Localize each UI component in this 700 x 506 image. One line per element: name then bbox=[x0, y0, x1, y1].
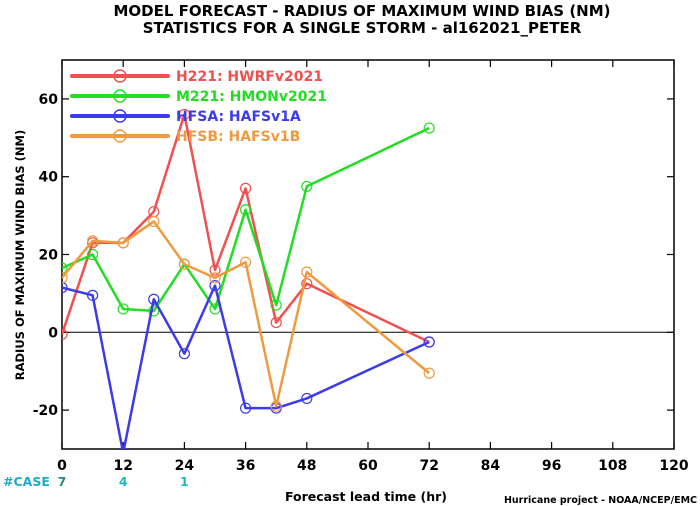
series-point bbox=[301, 266, 313, 278]
credit-text: Hurricane project - NOAA/NCEP/EMC bbox=[504, 495, 697, 506]
legend: H221: HWRFv2021 M221: HMONv2021 HFSA: HAFS… bbox=[70, 69, 327, 145]
series-line bbox=[62, 113, 430, 344]
case-label: #CASE bbox=[3, 474, 50, 489]
y-axis-label: RADIUS OF MAXIMUM WIND BIAS (NM) bbox=[13, 130, 27, 381]
series-point bbox=[148, 215, 160, 228]
legend-marker bbox=[113, 69, 127, 83]
x-tick-label: 84 bbox=[481, 458, 501, 474]
y-tick-label: 20 bbox=[39, 248, 59, 264]
chart-title-line2: STATISTICS FOR A SINGLE STORM - al162021… bbox=[143, 19, 582, 37]
series-point bbox=[178, 258, 190, 270]
series-point bbox=[240, 204, 252, 216]
series-point bbox=[270, 316, 282, 329]
series-point bbox=[301, 180, 313, 193]
chart-title-line1: MODEL FORECAST - RADIUS OF MAXIMUM WIND … bbox=[113, 2, 610, 20]
plot-frame bbox=[61, 59, 675, 450]
series-point bbox=[86, 289, 99, 301]
legend-label: H221: HWRFv2021 bbox=[176, 69, 323, 85]
case-count: 7 bbox=[58, 474, 67, 489]
series-point bbox=[240, 182, 252, 194]
series-point bbox=[119, 447, 128, 449]
y-tick-label: 60 bbox=[39, 92, 59, 108]
series-point bbox=[301, 278, 313, 290]
case-count: 4 bbox=[119, 474, 128, 489]
y-tick-label: -20 bbox=[33, 403, 59, 419]
series-point bbox=[62, 328, 68, 340]
y-tick-label: 40 bbox=[39, 170, 59, 186]
series-point bbox=[423, 336, 435, 348]
series-point bbox=[209, 272, 221, 284]
legend-label: HFSA: HAFSv1A bbox=[176, 109, 301, 125]
series-point bbox=[423, 122, 435, 134]
x-tick-label: 108 bbox=[598, 458, 627, 474]
x-axis-label: Forecast lead time (hr) bbox=[285, 489, 447, 504]
series-point bbox=[148, 305, 160, 317]
series-point bbox=[423, 367, 435, 379]
series-point bbox=[240, 402, 252, 414]
series-point bbox=[209, 264, 221, 276]
x-tick-label: 60 bbox=[358, 458, 378, 474]
series-point bbox=[240, 256, 252, 268]
series-point bbox=[86, 235, 99, 247]
series-point bbox=[62, 272, 68, 284]
x-tick-label: 72 bbox=[419, 458, 438, 474]
x-tick-label: 0 bbox=[57, 458, 67, 474]
x-tick-label: 36 bbox=[236, 458, 255, 474]
x-tick-label: 120 bbox=[659, 458, 688, 474]
series-point bbox=[117, 303, 129, 315]
series-point bbox=[209, 280, 221, 292]
legend-marker bbox=[113, 109, 127, 123]
series-point bbox=[117, 237, 129, 249]
plot-area: 0 12 24 36 48 60 72 84 96 108 120 -20 0 20 40 60 bbox=[33, 59, 689, 474]
x-tick-label: 96 bbox=[542, 458, 561, 474]
legend-marker bbox=[113, 89, 127, 103]
series-line bbox=[62, 126, 430, 313]
x-tick-label: 12 bbox=[113, 458, 132, 474]
y-tick-label: 0 bbox=[48, 325, 58, 341]
series-group bbox=[62, 108, 435, 449]
series-point bbox=[270, 400, 282, 412]
legend-label: HFSB: HAFSv1B bbox=[176, 129, 300, 145]
series-point bbox=[178, 108, 190, 121]
series-point bbox=[178, 348, 190, 360]
series-line bbox=[62, 220, 430, 408]
series-point bbox=[301, 392, 313, 405]
x-tick-label: 48 bbox=[297, 458, 316, 474]
series-point bbox=[62, 281, 68, 294]
x-tick-label: 24 bbox=[175, 458, 195, 474]
series-point bbox=[148, 293, 160, 305]
legend-label: M221: HMONv2021 bbox=[176, 89, 327, 105]
case-counts: 7 4 1 bbox=[58, 474, 189, 489]
series-line bbox=[62, 284, 430, 449]
series-point bbox=[86, 248, 99, 261]
series-point bbox=[270, 299, 282, 311]
series-point bbox=[62, 262, 68, 274]
legend-marker bbox=[113, 129, 127, 143]
case-count: 1 bbox=[180, 474, 189, 489]
